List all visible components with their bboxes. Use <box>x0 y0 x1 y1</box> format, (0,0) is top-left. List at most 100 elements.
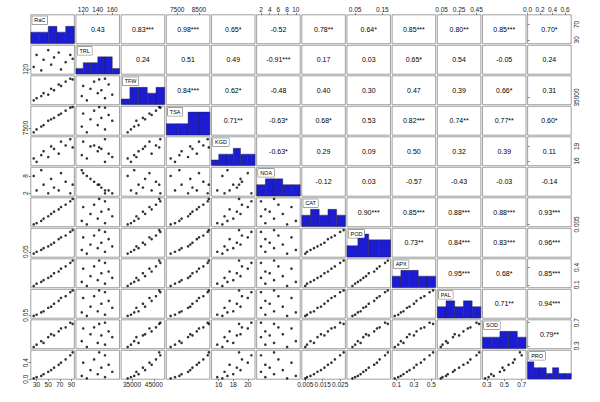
svg-text:-0.14: -0.14 <box>541 178 557 185</box>
svg-text:0.40: 0.40 <box>317 87 331 94</box>
svg-text:CAT: CAT <box>305 200 316 206</box>
svg-text:0.88***: 0.88*** <box>493 209 515 216</box>
svg-text:NOA: NOA <box>260 170 272 176</box>
svg-text:KGD: KGD <box>215 139 227 145</box>
svg-text:0.77**: 0.77** <box>495 117 514 124</box>
svg-text:TFW: TFW <box>125 78 138 84</box>
svg-text:0.83***: 0.83*** <box>132 26 154 33</box>
svg-text:-0.63*: -0.63* <box>269 148 288 155</box>
svg-text:30: 30 <box>33 381 41 388</box>
svg-text:20: 20 <box>244 381 252 388</box>
svg-text:0.03: 0.03 <box>362 178 376 185</box>
svg-text:0.6: 0.6 <box>560 6 569 13</box>
svg-text:0.015: 0.015 <box>315 381 332 388</box>
svg-text:0.85***: 0.85*** <box>539 270 561 277</box>
svg-text:TRL: TRL <box>79 48 89 54</box>
svg-text:0.15: 0.15 <box>376 6 389 13</box>
svg-text:0.4: 0.4 <box>573 263 580 272</box>
svg-text:0.83***: 0.83*** <box>493 239 515 246</box>
svg-text:0.39: 0.39 <box>497 148 511 155</box>
svg-text:RaC: RaC <box>34 17 45 23</box>
svg-text:0.74**: 0.74** <box>450 117 469 124</box>
svg-text:0.71**: 0.71** <box>224 117 243 124</box>
svg-text:-0.91***: -0.91*** <box>266 56 290 63</box>
svg-text:0.0: 0.0 <box>22 374 29 383</box>
svg-text:7500: 7500 <box>170 6 185 13</box>
svg-text:160: 160 <box>107 6 118 13</box>
svg-text:0.73**: 0.73** <box>404 239 423 246</box>
svg-text:0.85***: 0.85*** <box>403 209 425 216</box>
svg-text:0.49: 0.49 <box>226 56 240 63</box>
svg-text:0.3: 0.3 <box>482 381 491 388</box>
svg-text:0.68*: 0.68* <box>315 117 332 124</box>
svg-text:0.25: 0.25 <box>453 6 466 13</box>
svg-text:0.17: 0.17 <box>317 56 331 63</box>
svg-text:6: 6 <box>277 6 281 13</box>
svg-text:0.09: 0.09 <box>362 148 376 155</box>
svg-text:0.5: 0.5 <box>500 381 509 388</box>
svg-text:0.005: 0.005 <box>297 381 314 388</box>
svg-text:120: 120 <box>22 64 29 75</box>
svg-text:0.005: 0.005 <box>573 216 580 233</box>
svg-text:0.65*: 0.65* <box>225 26 242 33</box>
svg-text:0.62*: 0.62* <box>225 87 242 94</box>
svg-text:0.24: 0.24 <box>136 56 150 63</box>
svg-text:0.0: 0.0 <box>523 6 532 13</box>
svg-text:POD: POD <box>350 231 362 237</box>
svg-text:2: 2 <box>259 6 263 13</box>
svg-text:0.64*: 0.64* <box>361 26 378 33</box>
svg-text:4: 4 <box>268 6 272 13</box>
svg-text:0.53: 0.53 <box>362 117 376 124</box>
svg-text:PAL: PAL <box>441 292 451 298</box>
svg-text:TSA: TSA <box>170 109 181 115</box>
svg-text:-0.52: -0.52 <box>270 26 286 33</box>
svg-text:0.82***: 0.82*** <box>403 117 425 124</box>
svg-text:0.05: 0.05 <box>22 245 29 258</box>
svg-text:-0.57: -0.57 <box>406 178 422 185</box>
svg-text:0.94***: 0.94*** <box>539 300 561 307</box>
svg-text:50: 50 <box>45 381 53 388</box>
svg-text:0.47: 0.47 <box>407 87 421 94</box>
svg-text:0.68*: 0.68* <box>496 270 513 277</box>
svg-text:-0.63*: -0.63* <box>269 117 288 124</box>
svg-text:-0.12: -0.12 <box>316 178 332 185</box>
svg-text:8500: 8500 <box>192 6 207 13</box>
svg-text:120: 120 <box>78 6 89 13</box>
svg-text:18: 18 <box>230 381 238 388</box>
svg-text:0.84***: 0.84*** <box>448 239 470 246</box>
svg-text:0.3: 0.3 <box>573 341 580 350</box>
svg-text:0.32: 0.32 <box>452 148 466 155</box>
svg-text:-0.05: -0.05 <box>496 56 512 63</box>
svg-text:0.5: 0.5 <box>427 381 436 388</box>
svg-text:0.95***: 0.95*** <box>448 270 470 277</box>
svg-text:0.90***: 0.90*** <box>358 209 380 216</box>
svg-text:0.31: 0.31 <box>543 87 557 94</box>
svg-text:0.65*: 0.65* <box>406 56 423 63</box>
svg-text:35000: 35000 <box>123 381 141 388</box>
svg-text:0.45: 0.45 <box>470 6 483 13</box>
svg-text:0.54: 0.54 <box>452 56 466 63</box>
svg-text:0.60*: 0.60* <box>541 117 558 124</box>
svg-text:0.85***: 0.85*** <box>403 26 425 33</box>
svg-text:0.7: 0.7 <box>573 318 580 327</box>
svg-text:PRO: PRO <box>531 353 544 359</box>
svg-text:0.29: 0.29 <box>317 148 331 155</box>
svg-text:0.79**: 0.79** <box>540 331 559 338</box>
svg-text:16: 16 <box>215 381 223 388</box>
svg-text:0.78**: 0.78** <box>314 26 333 33</box>
svg-text:0.2: 0.2 <box>536 6 545 13</box>
svg-text:0.1: 0.1 <box>573 280 580 289</box>
svg-text:0.11: 0.11 <box>543 148 556 155</box>
svg-text:19: 19 <box>573 142 580 150</box>
svg-text:-0.48: -0.48 <box>270 87 286 94</box>
svg-text:0.71**: 0.71** <box>495 300 514 307</box>
svg-text:0.7: 0.7 <box>517 381 526 388</box>
svg-text:35000: 35000 <box>573 88 580 106</box>
svg-text:16: 16 <box>573 157 580 165</box>
svg-text:10: 10 <box>292 6 300 13</box>
svg-text:0.50: 0.50 <box>407 148 421 155</box>
svg-text:0.96***: 0.96*** <box>539 239 561 246</box>
svg-text:0.1: 0.1 <box>392 381 401 388</box>
svg-text:0.05: 0.05 <box>349 6 362 13</box>
svg-text:0.025: 0.025 <box>332 381 349 388</box>
